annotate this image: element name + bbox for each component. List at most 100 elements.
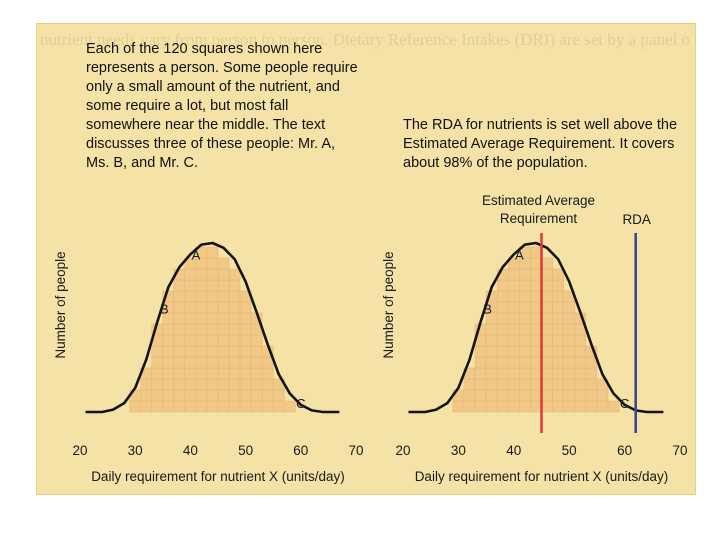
person-square: [596, 400, 609, 413]
person-square: [519, 367, 531, 380]
person-square: [496, 378, 509, 391]
person-square: [519, 301, 531, 314]
person-square: [184, 312, 197, 325]
person-square: [485, 334, 498, 347]
person-square: [519, 312, 531, 325]
person-square: [508, 345, 520, 358]
person-square: [228, 389, 241, 402]
person-square: [519, 323, 531, 336]
person-square: [195, 268, 208, 281]
person-square: [574, 334, 587, 347]
person-square: [508, 334, 520, 347]
person-square: [496, 356, 509, 369]
person-square: [496, 400, 509, 413]
person-square: [463, 378, 476, 391]
person-square: [162, 323, 175, 336]
person-square: [530, 246, 542, 259]
person-square: [206, 334, 219, 347]
person-square: [541, 345, 553, 358]
person-square: [140, 378, 152, 391]
person-square: [173, 367, 186, 380]
person-square: [228, 400, 241, 413]
person-square: [508, 323, 520, 336]
person-square: [228, 301, 241, 314]
person-square: [228, 268, 241, 281]
person-square: [195, 301, 208, 314]
person-square: [496, 290, 509, 303]
person-square: [530, 400, 542, 413]
person-square: [184, 334, 197, 347]
person-square: [239, 345, 252, 358]
person-square: [228, 356, 241, 369]
person-square: [184, 400, 197, 413]
person-square: [508, 389, 520, 402]
person-square: [541, 389, 553, 402]
x-axis-title: Daily requirement for nutrient X (units/…: [415, 469, 669, 484]
person-square: [140, 389, 152, 402]
person-square: [574, 389, 587, 402]
person-marker-c: C: [296, 396, 305, 411]
person-square: [184, 323, 197, 336]
person-square: [261, 367, 274, 380]
person-square: [552, 400, 564, 413]
person-square: [519, 334, 531, 347]
person-square: [519, 279, 531, 292]
person-square: [283, 400, 296, 413]
person-square: [195, 356, 208, 369]
person-square: [151, 345, 164, 358]
person-square: [206, 246, 219, 259]
person-square: [206, 356, 219, 369]
person-square: [184, 367, 197, 380]
y-axis-title: Number of people: [53, 251, 68, 358]
person-square: [217, 301, 230, 314]
person-square: [228, 378, 241, 391]
person-square: [206, 257, 219, 270]
x-axis-title: Daily requirement for nutrient X (units/…: [91, 469, 345, 484]
person-square: [206, 301, 219, 314]
person-square: [228, 334, 241, 347]
person-square: [485, 367, 498, 380]
person-square: [541, 323, 553, 336]
person-square: [552, 290, 564, 303]
person-square: [585, 356, 598, 369]
person-square: [239, 334, 252, 347]
person-square: [530, 334, 542, 347]
figure-panel: [36, 23, 696, 495]
person-square: [519, 389, 531, 402]
person-square: [552, 323, 564, 336]
person-square: [530, 323, 542, 336]
person-square: [519, 356, 531, 369]
person-square: [463, 400, 476, 413]
person-square: [195, 378, 208, 391]
person-square: [574, 378, 587, 391]
background-page-text: nutrient needs vary from person to perso…: [40, 30, 690, 49]
person-square: [563, 367, 576, 380]
person-square: [541, 290, 553, 303]
person-square: [206, 323, 219, 336]
person-square: [184, 345, 197, 358]
person-square: [541, 301, 553, 314]
person-square: [519, 268, 531, 281]
person-square: [552, 279, 564, 292]
person-square: [485, 400, 498, 413]
x-tick-label: 30: [128, 443, 143, 458]
person-square: [508, 378, 520, 391]
x-tick-label: 50: [562, 443, 577, 458]
person-square: [541, 312, 553, 325]
person-square: [519, 400, 531, 413]
person-square: [530, 257, 542, 270]
person-square: [563, 378, 576, 391]
person-square: [162, 389, 175, 402]
person-square: [607, 400, 620, 413]
person-square: [250, 389, 263, 402]
person-square: [140, 400, 152, 413]
person-square: [173, 345, 186, 358]
person-square: [217, 378, 230, 391]
person-square: [228, 345, 241, 358]
rda-label: RDA: [622, 212, 651, 227]
person-square: [474, 367, 487, 380]
person-square: [563, 334, 576, 347]
